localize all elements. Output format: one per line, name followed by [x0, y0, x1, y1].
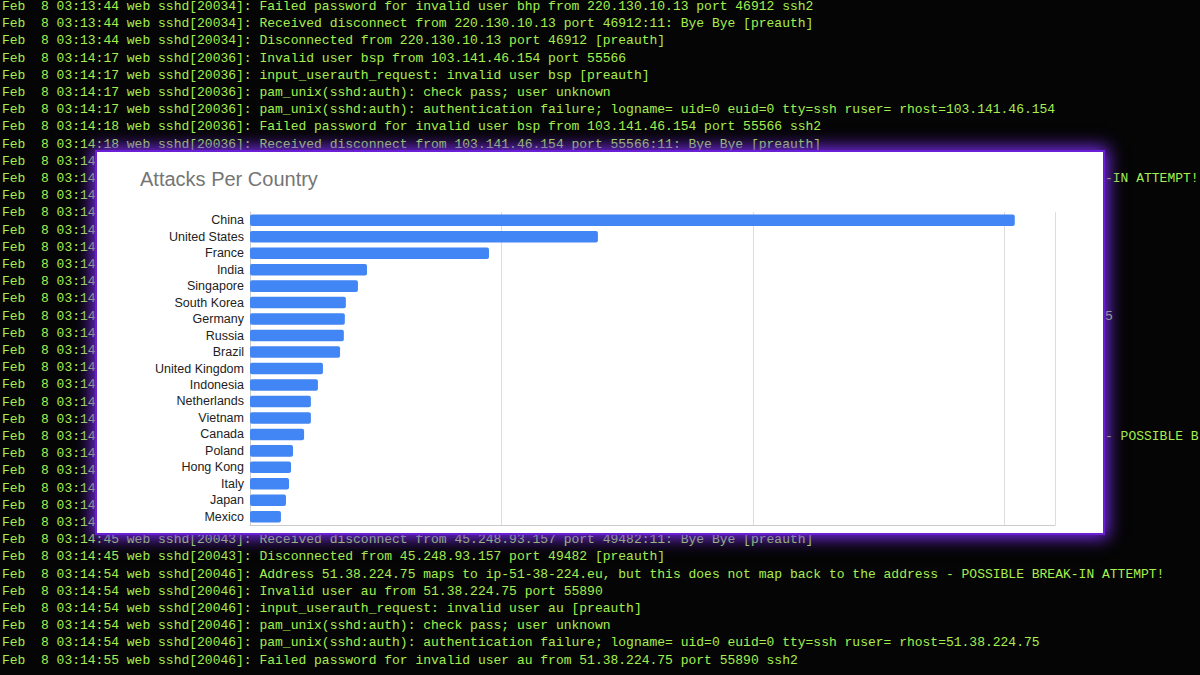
- svg-text:Attacks Per Country: Attacks Per Country: [140, 168, 318, 190]
- html-text:Feb 8 03:14: Feb 8 03:14: [2, 394, 96, 410]
- html-text:Feb 8 03:14:54 web sshd[20046]: Feb 8 03:14:54 web sshd[20046]: input_us…: [2, 601, 642, 616]
- svg-text:Italy: Italy: [221, 477, 245, 491]
- html-text:Feb 8 03:14:18 web sshd[20036]: Feb 8 03:14:18 web sshd[20036]: Received…: [2, 136, 822, 152]
- svg-text:Brazil: Brazil: [213, 345, 244, 359]
- html-text:Feb 8 03:14: Feb 8 03:14: [2, 463, 96, 479]
- svg-text:United States: United States: [169, 230, 244, 244]
- html-text:Feb 8 03:14: Feb 8 03:14: [2, 153, 96, 169]
- html-text:Feb 8 03:14: Feb 8 03:14: [2, 480, 96, 496]
- html-text:Feb 8 03:14: Feb 8 03:14: [2, 239, 96, 255]
- html-text:Feb 8 03:14: Feb 8 03:14: [2, 343, 96, 358]
- html-text:Feb 8 03:14: Feb 8 03:14: [2, 411, 96, 427]
- html-text:Feb 8 03:14: Feb 8 03:14: [2, 377, 96, 393]
- html-text:Feb 8 03:14:55 web sshd[20046]: Feb 8 03:14:55 web sshd[20046]: Failed p…: [2, 652, 798, 668]
- svg-text:India: India: [217, 263, 244, 277]
- html-text:Feb 8 03:14:17 web sshd[20036]: Feb 8 03:14:17 web sshd[20036]: Invalid …: [2, 50, 627, 66]
- svg-text:Germany: Germany: [193, 312, 245, 326]
- svg-text:Canada: Canada: [200, 427, 244, 441]
- html-text:- POSSIBLE B: - POSSIBLE B: [1105, 429, 1199, 444]
- html-text:Feb 8 03:14:18 web sshd[20036]: Feb 8 03:14:18 web sshd[20036]: Failed p…: [2, 119, 822, 135]
- html-text:Feb 8 03:14: Feb 8 03:14: [2, 188, 96, 204]
- html-text:Feb 8 03:14: Feb 8 03:14: [2, 291, 96, 307]
- html-text:Feb 8 03:14:45 web sshd[20043]: Feb 8 03:14:45 web sshd[20043]: Received…: [2, 532, 814, 548]
- html-text:Feb 8 03:14: Feb 8 03:14: [2, 308, 96, 324]
- html-text:Feb 8 03:14:54 web sshd[20046]: Feb 8 03:14:54 web sshd[20046]: Invalid …: [2, 583, 603, 599]
- html-text:Feb 8 03:14: Feb 8 03:14: [2, 222, 96, 238]
- html-text:Feb 8 03:14: Feb 8 03:14: [2, 360, 96, 376]
- svg-text:South Korea: South Korea: [175, 296, 245, 310]
- html-text:Feb 8 03:14: Feb 8 03:14: [2, 325, 96, 341]
- html-text:Feb 8 03:13:44 web sshd[20034]: Feb 8 03:13:44 web sshd[20034]: Received…: [2, 16, 814, 32]
- html-text:Feb 8 03:14: Feb 8 03:14: [2, 274, 96, 290]
- html-text:Feb 8 03:14:17 web sshd[20036]: Feb 8 03:14:17 web sshd[20036]: input_us…: [2, 67, 650, 83]
- html-text:Feb 8 03:13:44 web sshd[20034]: Feb 8 03:13:44 web sshd[20034]: Disconne…: [2, 33, 666, 49]
- html-text:Feb 8 03:14:54 web sshd[20046]: Feb 8 03:14:54 web sshd[20046]: pam_unix…: [2, 618, 611, 634]
- html-text:Feb 8 03:14: Feb 8 03:14: [2, 446, 96, 462]
- html-text:Feb 8 03:14:17 web sshd[20036]: Feb 8 03:14:17 web sshd[20036]: pam_unix…: [2, 85, 611, 100]
- html-text:Feb 8 03:13:44 web sshd[20034]: Feb 8 03:13:44 web sshd[20034]: Failed p…: [2, 0, 814, 14]
- svg-text:Russia: Russia: [206, 329, 244, 343]
- svg-text:Vietnam: Vietnam: [198, 411, 244, 425]
- svg-text:France: France: [205, 246, 244, 260]
- html-text:Feb 8 03:14: Feb 8 03:14: [2, 257, 96, 272]
- html-text:Feb 8 03:14:54 web sshd[20046]: Feb 8 03:14:54 web sshd[20046]: Address …: [2, 566, 1165, 582]
- svg-text:Netherlands: Netherlands: [177, 394, 244, 408]
- svg-text:Japan: Japan: [210, 493, 244, 507]
- html-text:Feb 8 03:14: Feb 8 03:14: [2, 497, 96, 513]
- html-text:5: 5: [1105, 308, 1113, 324]
- html-text:Feb 8 03:14:45 web sshd[20043]: Feb 8 03:14:45 web sshd[20043]: Disconne…: [2, 549, 666, 565]
- html-text:Feb 8 03:14: Feb 8 03:14: [2, 205, 96, 221]
- html-text:Feb 8 03:14: Feb 8 03:14: [2, 429, 96, 444]
- html-text:-IN ATTEMPT!: -IN ATTEMPT!: [1105, 171, 1199, 186]
- svg-text:Singapore: Singapore: [187, 279, 244, 293]
- svg-text:China: China: [211, 213, 244, 227]
- html-text:Feb 8 03:14: Feb 8 03:14: [2, 171, 96, 186]
- html-text:Feb 8 03:14: Feb 8 03:14: [2, 515, 96, 530]
- html-text:Feb 8 03:14:17 web sshd[20036]: Feb 8 03:14:17 web sshd[20036]: pam_unix…: [2, 102, 1056, 118]
- svg-text:United Kingdom: United Kingdom: [155, 362, 244, 376]
- svg-text:Hong Kong: Hong Kong: [181, 460, 244, 474]
- svg-text:Indonesia: Indonesia: [190, 378, 244, 392]
- svg-text:Poland: Poland: [205, 444, 244, 458]
- html-text:Feb 8 03:14:54 web sshd[20046]: Feb 8 03:14:54 web sshd[20046]: pam_unix…: [2, 635, 1040, 651]
- svg-text:Mexico: Mexico: [204, 510, 244, 524]
